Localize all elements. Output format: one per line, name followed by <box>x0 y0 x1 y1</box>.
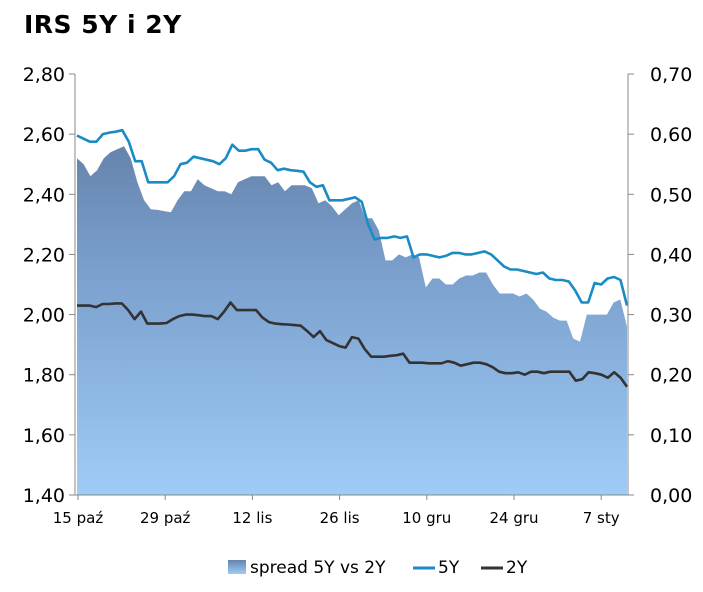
right-axis-tick-label: 0,30 <box>650 305 692 327</box>
legend-label-0: spread 5Y vs 2Y <box>250 558 386 578</box>
x-axis-tick-label: 26 lis <box>320 509 360 527</box>
x-axis-tick-label: 12 lis <box>232 509 272 527</box>
left-axis-tick-label: 2,80 <box>23 64 65 86</box>
series-line-5y <box>76 128 629 306</box>
right-axis-tick-label: 0,40 <box>650 244 692 266</box>
legend-swatch-spread <box>228 560 246 574</box>
left-axis-tick-label: 2,60 <box>23 124 65 146</box>
x-axis-tick-label: 29 paź <box>140 509 191 527</box>
right-axis-tick-label: 0,70 <box>650 64 692 86</box>
x-axis-tick-label: 7 sty <box>583 509 620 527</box>
series-line-2y <box>77 301 629 388</box>
right-axis-tick-label: 0,10 <box>650 425 692 447</box>
legend-label-1: 5Y <box>438 558 460 578</box>
left-axis-tick-label: 1,40 <box>23 485 65 507</box>
right-axis-tick-label: 0,00 <box>650 485 692 507</box>
legend-label-2: 2Y <box>506 558 528 578</box>
left-axis-tick-label: 2,20 <box>23 244 65 266</box>
x-axis-tick-label: 10 gru <box>402 509 451 527</box>
x-axis-tick-label: 24 gru <box>489 509 538 527</box>
series-area-spread <box>77 146 627 495</box>
chart-title: IRS 5Y i 2Y <box>24 10 182 39</box>
right-axis-tick-label: 0,20 <box>650 365 692 387</box>
right-axis-tick-label: 0,50 <box>650 184 692 206</box>
left-axis-tick-label: 2,40 <box>23 184 65 206</box>
right-axis-tick-label: 0,60 <box>650 124 692 146</box>
x-axis-tick-label: 15 paź <box>53 509 104 527</box>
left-axis-tick-label: 1,60 <box>23 425 65 447</box>
left-axis-tick-label: 1,80 <box>23 365 65 387</box>
left-axis-tick-label: 2,00 <box>23 305 65 327</box>
